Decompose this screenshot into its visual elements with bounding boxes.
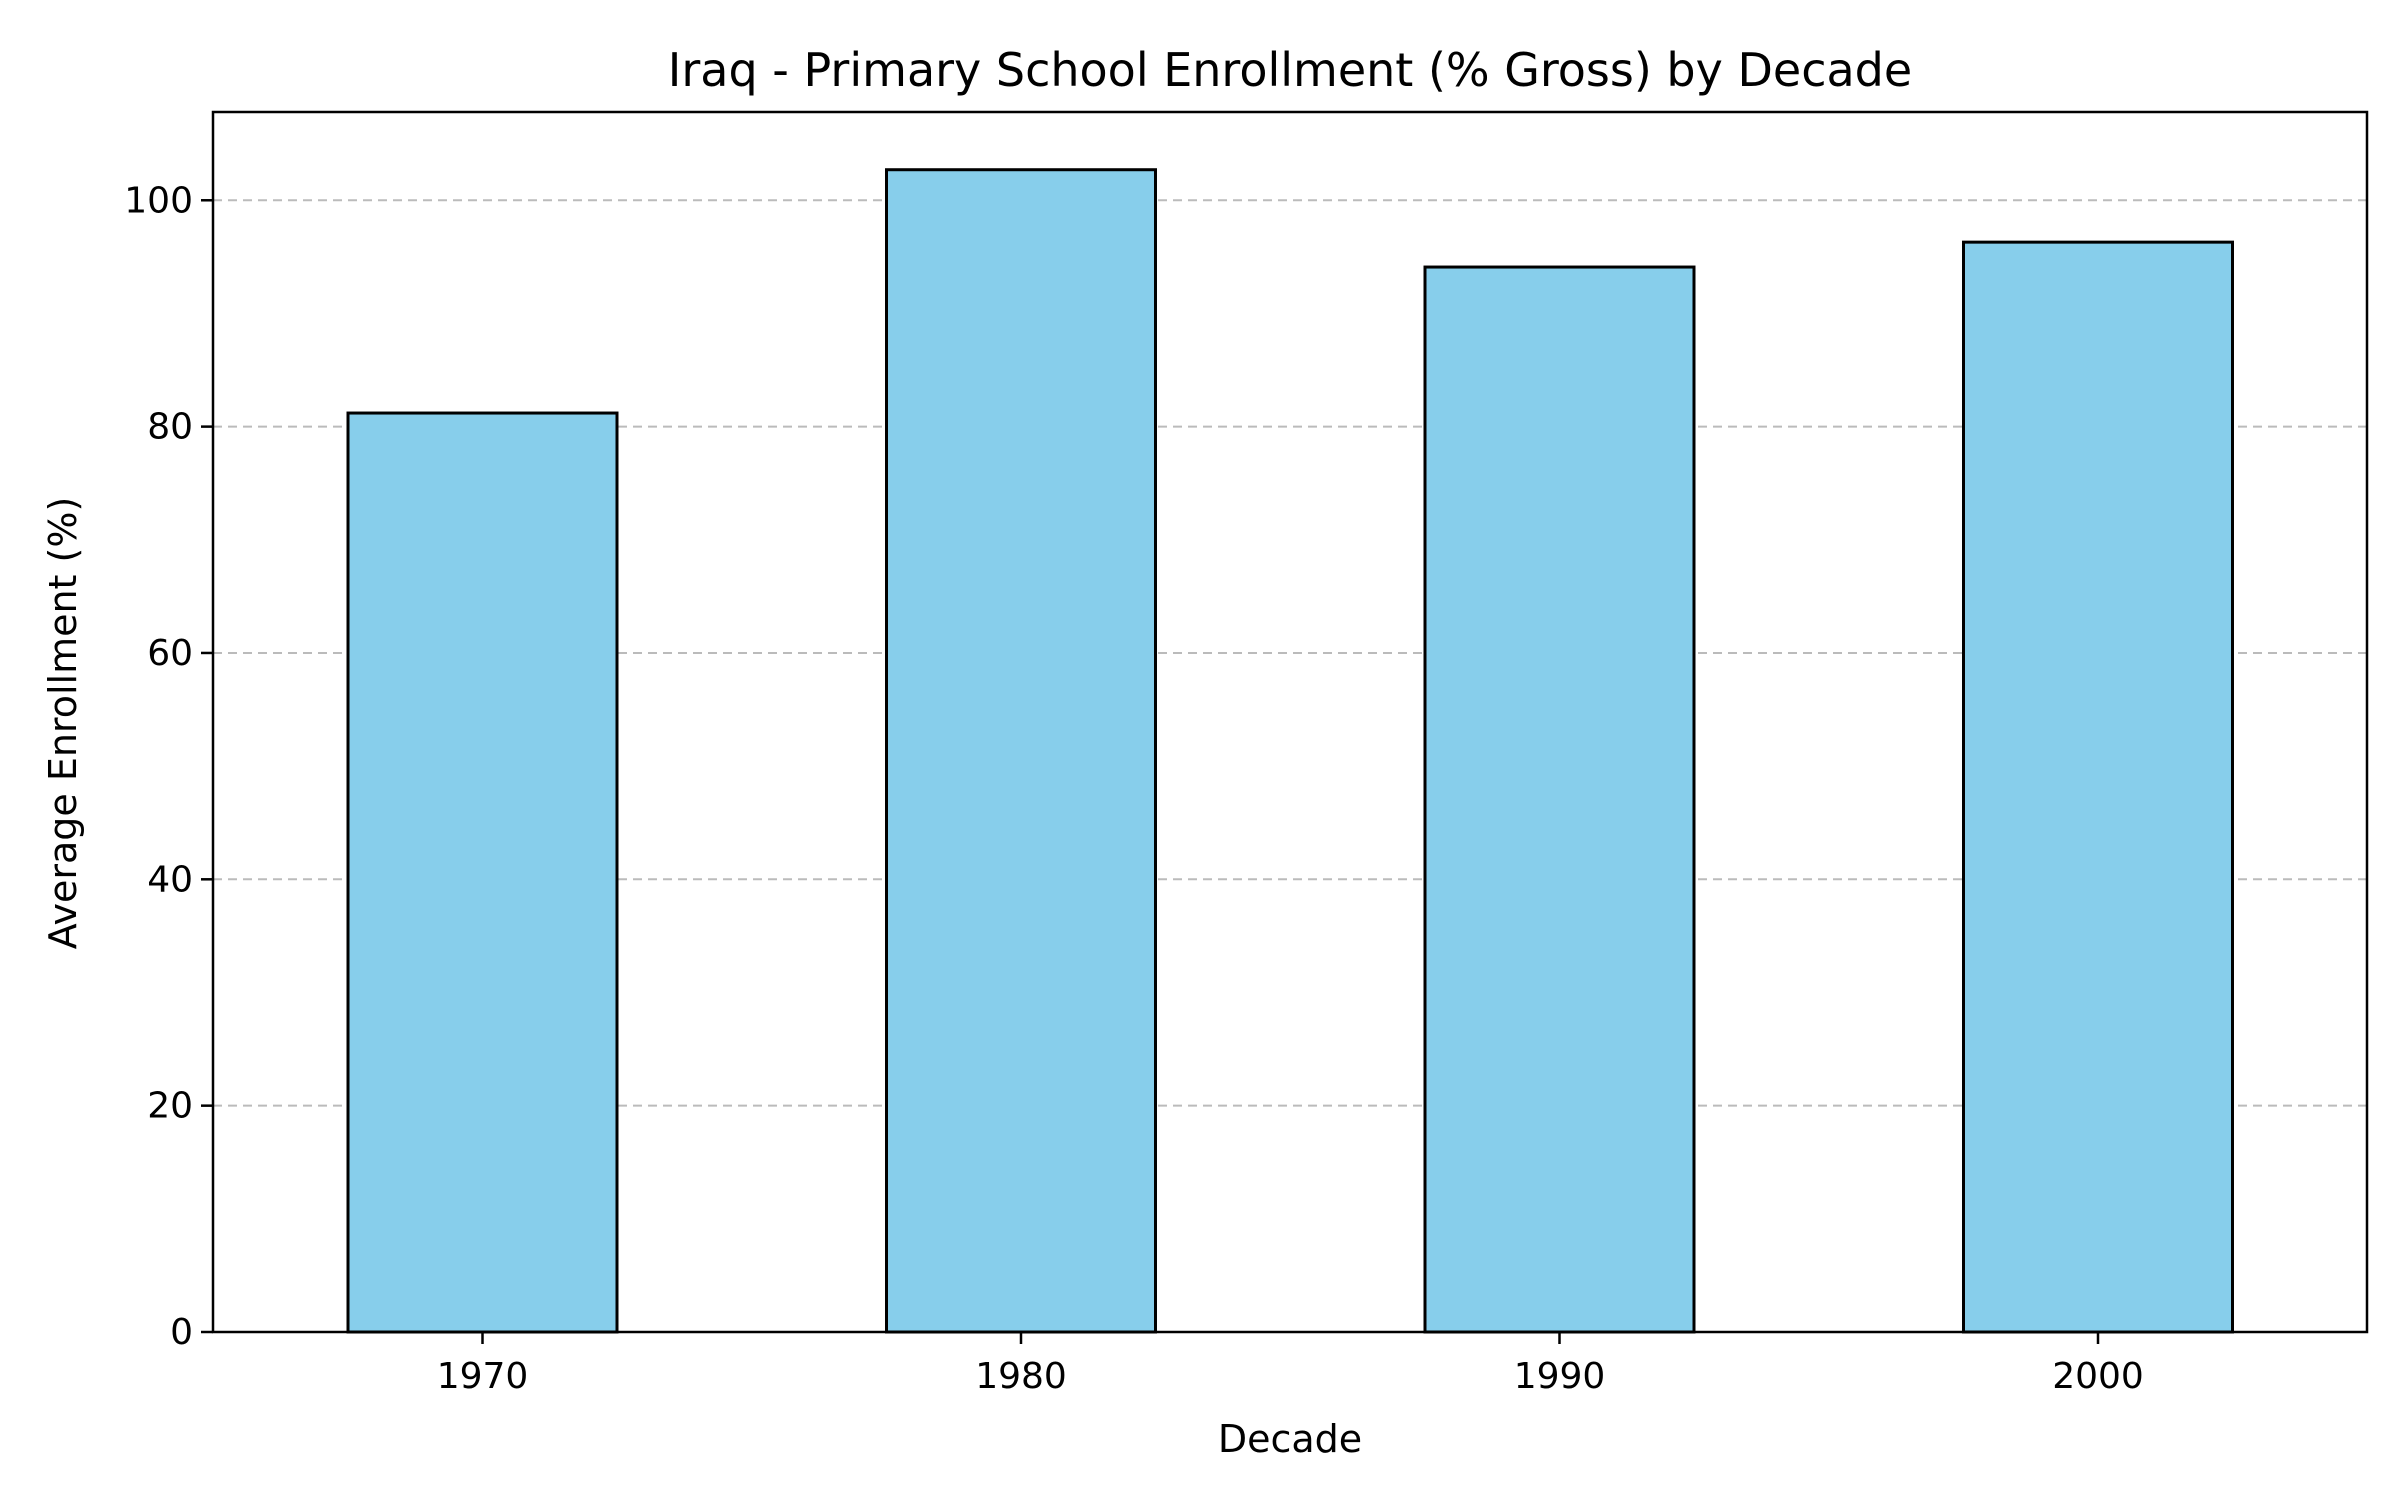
tick-layer: 0 20 40 60 80 100 1970 1980 1990 2000 [124, 180, 2144, 1397]
x-axis-label: Decade [1218, 1417, 1362, 1461]
y-tick-label: 20 [147, 1086, 193, 1127]
y-tick-label: 40 [147, 859, 193, 900]
chart-title: Iraq - Primary School Enrollment (% Gros… [668, 43, 1912, 97]
x-tick-label-1970: 1970 [437, 1356, 529, 1397]
y-tick-label: 80 [147, 407, 193, 448]
bar-1980 [885, 168, 1157, 1334]
y-axis-label: Average Enrollment (%) [41, 497, 85, 950]
x-tick-label-2000: 2000 [2052, 1356, 2144, 1397]
y-tick-label: 100 [124, 180, 193, 221]
plot-frame [211, 110, 2369, 1334]
y-tick-label: 0 [170, 1312, 193, 1353]
x-tick-label-1990: 1990 [1514, 1356, 1606, 1397]
y-tick-label: 60 [147, 633, 193, 674]
x-tick-label-1980: 1980 [975, 1356, 1067, 1397]
bar-layer [346, 168, 2234, 1334]
bar-1990 [1423, 265, 1696, 1334]
bar-1970 [346, 411, 619, 1334]
bar-2000 [1962, 240, 2234, 1334]
